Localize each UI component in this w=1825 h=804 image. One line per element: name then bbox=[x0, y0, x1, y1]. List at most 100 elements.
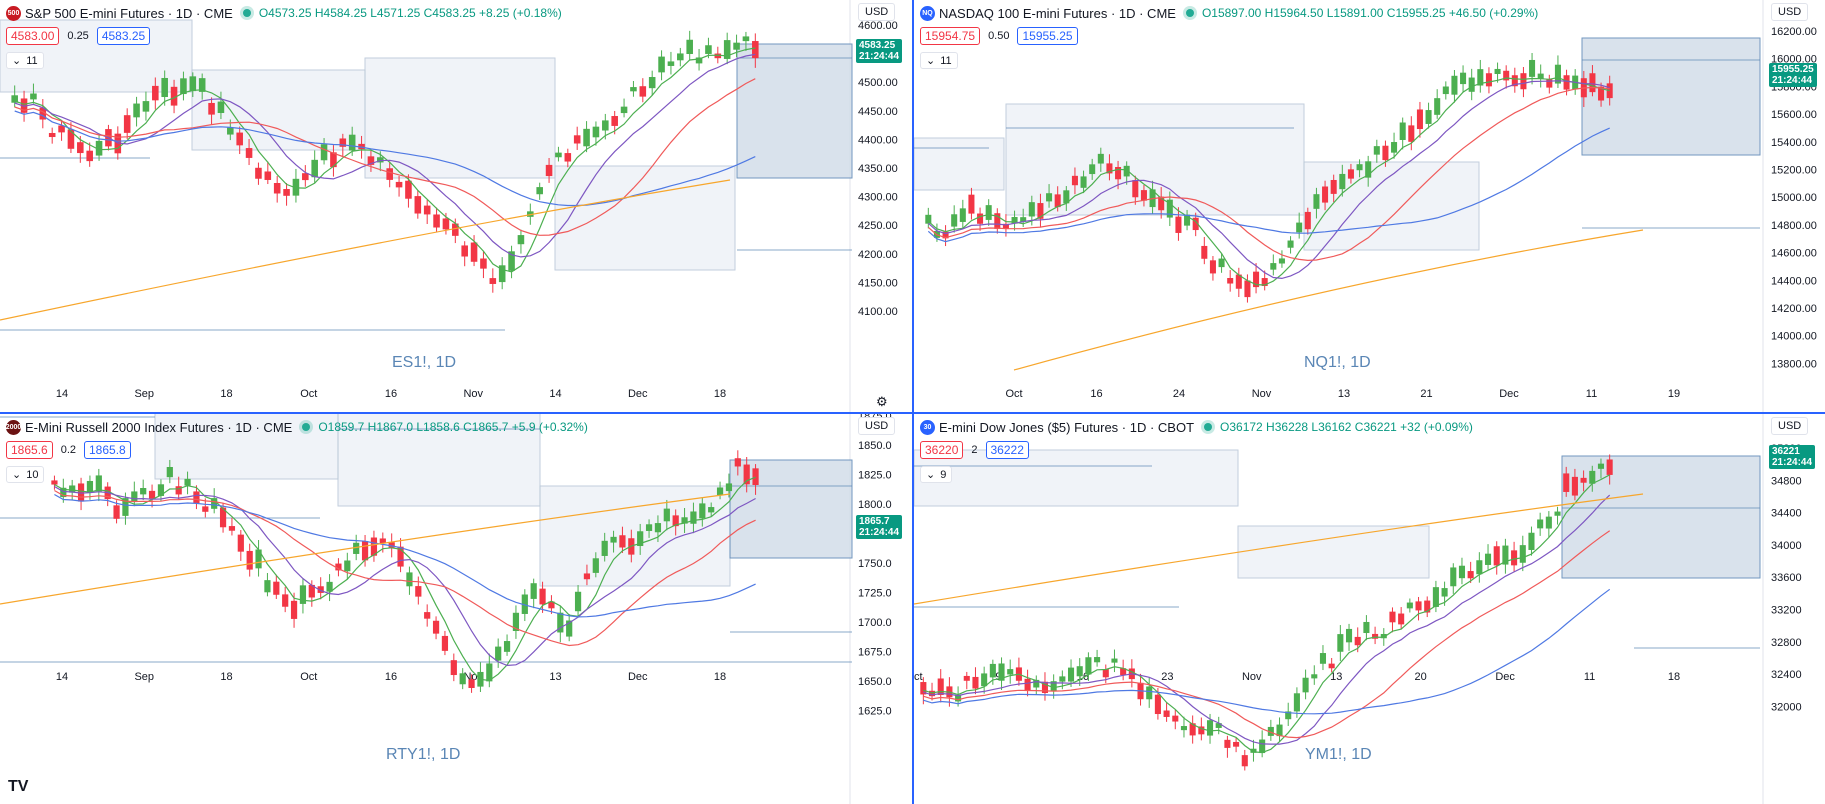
candle-body bbox=[566, 620, 573, 637]
candle-body bbox=[255, 167, 262, 179]
settings-gear-icon[interactable]: ⚙ bbox=[876, 394, 888, 409]
indicators-toggle[interactable]: ⌄ 9 bbox=[920, 466, 953, 483]
candlestick-chart-ym[interactable]: 3520034800344003400033600332003280032400… bbox=[914, 414, 1825, 804]
zone-box bbox=[554, 165, 736, 271]
indicators-toggle[interactable]: ⌄ 11 bbox=[6, 52, 44, 69]
sma-line bbox=[923, 588, 1611, 715]
price-axis-label: 14600.00 bbox=[1771, 248, 1817, 260]
candle-body bbox=[1477, 69, 1484, 86]
last-price: 1865.7 bbox=[859, 516, 890, 527]
candle-body bbox=[1589, 73, 1596, 93]
candle-body bbox=[1054, 194, 1061, 208]
time-axis-label: 18 bbox=[714, 671, 726, 683]
price-axis-label: 15600.00 bbox=[1771, 109, 1817, 121]
candle-body bbox=[1132, 180, 1139, 198]
price-axis-label: 4250.00 bbox=[858, 220, 898, 232]
candle-body bbox=[695, 57, 703, 64]
candle-body bbox=[1276, 724, 1283, 737]
time-axis-label: Dec bbox=[628, 388, 648, 400]
candle-body bbox=[1389, 611, 1396, 623]
candle-body bbox=[122, 498, 129, 516]
currency-button[interactable]: USD bbox=[858, 3, 896, 21]
candle-body bbox=[424, 612, 431, 619]
symbol-title[interactable]: NASDAQ 100 E-mini Futures · 1D · CME bbox=[939, 5, 1176, 21]
candle-body bbox=[69, 485, 76, 493]
currency-button[interactable]: USD bbox=[1771, 3, 1809, 21]
ask-price[interactable]: 15955.25 bbox=[1017, 27, 1078, 45]
candle-body bbox=[189, 76, 197, 92]
ask-price[interactable]: 1865.8 bbox=[84, 441, 131, 459]
zone-box bbox=[914, 449, 1239, 507]
candle-body bbox=[86, 150, 93, 162]
currency-button[interactable]: USD bbox=[858, 417, 896, 435]
chart-pane-ym[interactable]: 3520034800344003400033600332003280032400… bbox=[914, 414, 1825, 804]
bid-price[interactable]: 36220 bbox=[920, 441, 964, 459]
candlestick-chart-rty[interactable]: 1900.01875.01850.01825.01800.01775.01750… bbox=[0, 414, 912, 804]
candle-body bbox=[658, 56, 665, 73]
price-axis-label: 34400 bbox=[1771, 508, 1802, 520]
candle-body bbox=[619, 535, 626, 548]
symbol-title[interactable]: E-mini Dow Jones ($5) Futures · 1D · CBO… bbox=[939, 419, 1195, 435]
candle-body bbox=[611, 116, 618, 126]
candle-body bbox=[1215, 723, 1222, 728]
candle-body bbox=[388, 542, 395, 548]
chart-pane-rty[interactable]: 1900.01875.01850.01825.01800.01775.01750… bbox=[0, 414, 912, 804]
price-axis-label: 14400.00 bbox=[1771, 275, 1817, 287]
candlestick-chart-nq[interactable]: 16200.0016000.0015800.0015600.0015400.00… bbox=[914, 0, 1825, 412]
ask-price[interactable]: 36222 bbox=[985, 441, 1029, 459]
tradingview-logo[interactable]: TV bbox=[8, 778, 29, 795]
candle-body bbox=[1363, 621, 1370, 634]
candle-body bbox=[1398, 613, 1405, 625]
candle-body bbox=[166, 466, 173, 478]
bid-price[interactable]: 15954.75 bbox=[920, 27, 981, 45]
symbol-logo-icon: 30 bbox=[920, 419, 935, 435]
symbol-header[interactable]: 500 S&P 500 E-mini Futures · 1D · CME O457… bbox=[6, 5, 562, 21]
candle-body bbox=[1267, 726, 1274, 736]
chevron-down-icon: ⌄ bbox=[926, 55, 936, 67]
price-axis-label: 14000.00 bbox=[1771, 331, 1817, 343]
candle-body bbox=[1460, 72, 1467, 85]
chevron-down-icon: ⌄ bbox=[12, 55, 22, 67]
candle-body bbox=[977, 213, 984, 224]
symbol-title[interactable]: S&P 500 E-mini Futures · 1D · CME bbox=[25, 5, 233, 21]
candle-body bbox=[1441, 588, 1448, 597]
candle-body bbox=[1024, 678, 1031, 691]
candle-body bbox=[459, 673, 466, 685]
indicators-toggle[interactable]: ⌄ 10 bbox=[6, 466, 45, 483]
candle-body bbox=[1311, 674, 1318, 679]
indicators-toggle[interactable]: ⌄ 11 bbox=[920, 52, 958, 69]
candle-body bbox=[20, 98, 28, 113]
symbol-header[interactable]: 30 E-mini Dow Jones ($5) Futures · 1D · C… bbox=[920, 419, 1473, 435]
bid-price[interactable]: 1865.6 bbox=[6, 441, 53, 459]
currency-button[interactable]: USD bbox=[1771, 417, 1809, 435]
sma-long-line bbox=[914, 493, 1644, 605]
candle-body bbox=[573, 135, 581, 144]
chart-pane-nq[interactable]: 16200.00 16000.00 15800.00 15600.00 15400.00… bbox=[914, 0, 1825, 412]
symbol-header[interactable]: 2000 E-Mini Russell 2000 Index Futures · … bbox=[6, 419, 588, 435]
bid-price[interactable]: 4583.00 bbox=[6, 27, 60, 45]
ohlc-values: O15897.00 H15964.50 L15891.00 C15955.25 … bbox=[1201, 6, 1539, 20]
bid-ask: 36220 2 36222 bbox=[920, 441, 1029, 459]
time-axis-label: Sep bbox=[134, 671, 154, 683]
candle-body bbox=[1007, 669, 1014, 675]
zone-box bbox=[736, 43, 853, 179]
candle-body bbox=[67, 129, 75, 149]
spread: 0.25 bbox=[67, 30, 89, 42]
symbol-title[interactable]: E-Mini Russell 2000 Index Futures · 1D ·… bbox=[25, 419, 293, 435]
candle-body bbox=[495, 646, 502, 661]
candle-body bbox=[1011, 217, 1018, 224]
ask-price[interactable]: 4583.25 bbox=[96, 27, 151, 45]
symbol-header[interactable]: NQ NASDAQ 100 E-mini Futures · 1D · CME O1… bbox=[920, 5, 1538, 21]
candle-body bbox=[998, 663, 1005, 681]
price-axis-label: 4200.00 bbox=[858, 249, 898, 261]
candle-body bbox=[290, 600, 298, 619]
chart-pane-es[interactable]: 4600.004550.004500.004450.004400.004350.… bbox=[0, 0, 912, 412]
candle-body bbox=[498, 265, 506, 283]
time-axis-label: 16 bbox=[1090, 388, 1102, 400]
last-price-label: 15955.25 21:24:44 bbox=[1769, 63, 1817, 87]
time-axis-label: 13 bbox=[1338, 388, 1350, 400]
candle-body bbox=[989, 663, 996, 678]
candle-body bbox=[1163, 710, 1170, 717]
candlestick-chart-es[interactable]: 4600.004550.004500.004450.004400.004350.… bbox=[0, 0, 912, 412]
